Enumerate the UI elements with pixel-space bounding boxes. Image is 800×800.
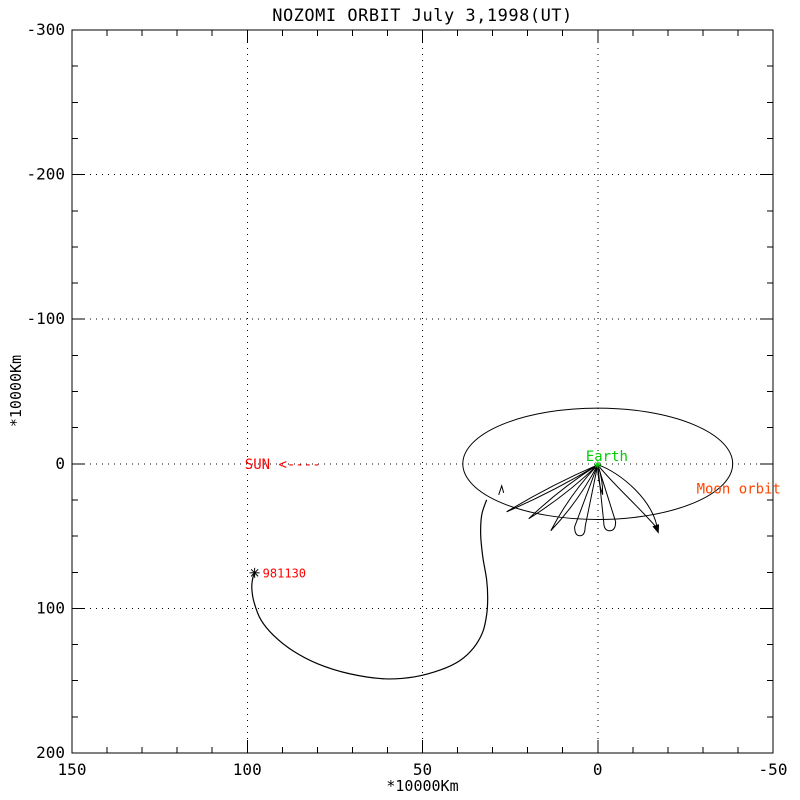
phasing-loop [597, 464, 617, 532]
y-tick-label: -200 [26, 165, 65, 184]
y-tick-label: -300 [26, 20, 65, 39]
end-position-marker [249, 567, 260, 578]
chart-title: NOZOMI ORBIT July 3,1998(UT) [272, 6, 573, 26]
earth-label: Earth [586, 449, 628, 465]
x-tick-label: -50 [759, 760, 788, 779]
moon-orbit-label: Moon orbit [697, 482, 781, 498]
y-tick-label: -100 [26, 309, 65, 328]
x-tick-label: 100 [233, 760, 262, 779]
phasing-loop [528, 464, 599, 520]
phasing-loop [574, 464, 599, 537]
phasing-loop [550, 464, 599, 532]
end-date-label: 981130 [263, 567, 306, 581]
earth-marker [594, 461, 602, 469]
y-tick-label: 200 [36, 743, 65, 762]
y-tick-label: 100 [36, 598, 65, 617]
y-tick-label: 0 [55, 454, 65, 473]
phasing-loop [597, 464, 658, 529]
orbit-direction-tick [498, 484, 505, 495]
x-axis-title: *10000Km [386, 777, 459, 795]
axis-ticks [71, 29, 774, 754]
phasing-loop [506, 464, 599, 513]
moon-orbit-ellipse [462, 407, 734, 520]
phasing-loop [597, 464, 604, 495]
gridlines [72, 30, 773, 753]
trajectory-arrowhead [652, 524, 660, 534]
x-tick-label: 50 [413, 760, 432, 779]
transfer-trajectory [251, 499, 489, 680]
phasing-loop [597, 464, 659, 532]
sun-pointer-label: SUN <---- [245, 457, 321, 473]
x-tick-label: 0 [593, 760, 603, 779]
x-tick-label: 150 [58, 760, 87, 779]
